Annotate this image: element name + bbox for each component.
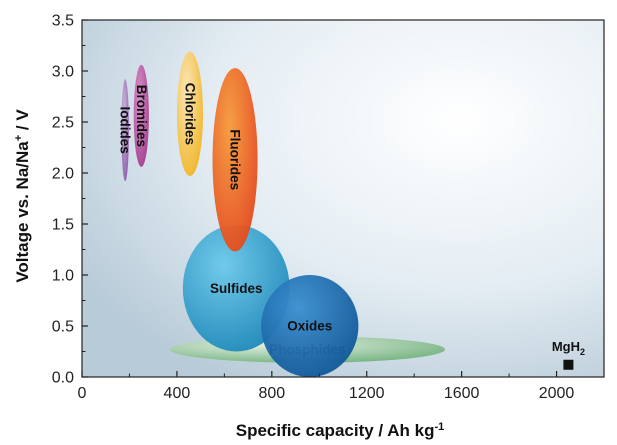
point-mgh2: MgH2 [552,339,585,370]
y-tick-label: 2.5 [52,115,74,132]
region-sulfides-label: Sulfides [210,281,263,296]
point-marker [563,359,574,370]
region-chlorides-label: Chlorides [182,83,197,145]
x-tick-label: 800 [258,385,285,402]
x-tick-label: 2000 [539,385,575,402]
regions-layer: PhosphidesSulfidesOxidesIodidesBromidesC… [118,51,446,377]
region-bromides-label: Bromides [134,85,149,147]
region-iodides: Iodides [118,79,133,182]
region-fluorides-shape [212,67,258,252]
y-tick-label: 1.5 [52,217,74,234]
y-tick-label: 3.0 [52,64,74,81]
region-oxides: Oxides [261,275,359,377]
ticks-layer: 0 400 800 1200 1600 2000 0.0 0.5 1.0 1.5 2.0 2.5 3.0… [52,13,605,402]
y-tick-label: 1.0 [52,268,74,285]
x-tick-label: 1200 [349,385,385,402]
region-chlorides-shape [176,51,204,177]
y-tick-label: 0.5 [52,319,74,336]
region-chlorides: Chlorides [176,51,204,177]
x-tick-label: 0 [78,385,87,402]
region-bromides: Bromides [133,64,149,167]
points-layer: MgH2 [552,339,585,370]
y-tick-label: 3.5 [52,13,74,30]
point-label: MgH2 [552,339,585,357]
y-axis-title: Voltage vs. Na/Na+ / V [13,109,32,283]
region-fluorides: Fluorides [212,67,258,252]
region-oxides-label: Oxides [287,319,332,334]
region-fluorides-label: Fluorides [228,129,243,190]
y-tick-label: 0.0 [52,370,74,387]
x-axis-title: Specific capacity / Ah kg-1 [236,421,445,440]
x-tick-label: 1600 [444,385,480,402]
region-oxides-shape [261,275,359,377]
region-bromides-shape [133,64,149,167]
y-tick-label: 2.0 [52,166,74,183]
x-tick-label: 400 [164,385,191,402]
region-iodides-shape [121,79,129,182]
region-iodides-label: Iodides [118,107,133,154]
